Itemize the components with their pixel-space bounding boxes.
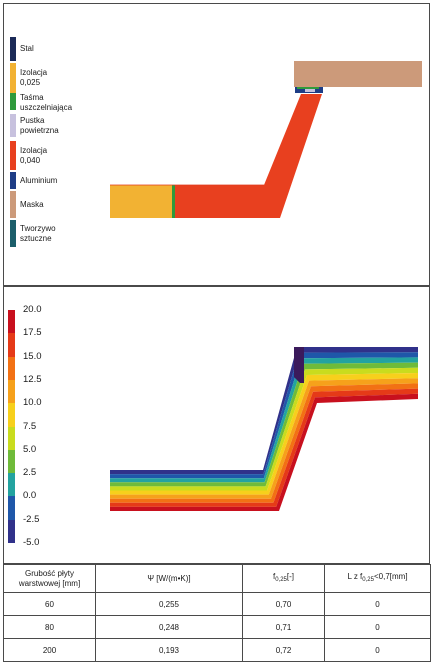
table-row: 80 0,248 0,71 0 — [3, 615, 431, 639]
legend-swatch — [10, 93, 16, 110]
cell-psi: 0,255 — [95, 592, 243, 616]
scale-color-cell — [8, 449, 15, 474]
scale-label: 5.0 — [23, 443, 37, 455]
legend-label: Aluminium — [20, 175, 58, 185]
legend-item: Izolacja 0,025 — [10, 63, 130, 93]
header-psi: Ψ [W/(m•K)] — [95, 564, 243, 593]
legend-swatch — [10, 63, 16, 93]
scale-color-cell — [8, 403, 15, 427]
mask-layer — [294, 61, 422, 87]
cell-f: 0,71 — [242, 615, 325, 639]
sealing-tape-vertical — [172, 185, 175, 218]
header-thickness: Grubość płyty warstwowej [mm] — [3, 564, 96, 593]
scale-color-cell — [8, 496, 15, 521]
legend-swatch — [10, 37, 16, 61]
isotherm-bands — [110, 347, 418, 511]
table-row: 60 0,255 0,70 0 — [3, 592, 431, 616]
scale-label: 15.0 — [23, 350, 42, 362]
scale-color-cell — [8, 379, 15, 404]
scale-color-cell — [8, 426, 15, 451]
scale-color-cell — [8, 473, 15, 497]
scale-label: 7.5 — [23, 420, 37, 432]
legend-item: Pustka powietrzna — [10, 114, 130, 137]
legend-item: Maska — [10, 191, 130, 218]
legend-item: Tworzywo sztuczne — [10, 220, 130, 247]
header-f025: f0,25[-] — [242, 564, 325, 593]
cell-f: 0,72 — [242, 638, 325, 662]
table-row: 200 0,193 0,72 0 — [3, 638, 431, 662]
legend-swatch — [10, 141, 16, 170]
scale-label: 12.5 — [23, 373, 42, 385]
legend-item: Taśma uszczelniająca — [10, 93, 130, 112]
scale-label: -2.5 — [23, 513, 40, 525]
cold-edge-band — [294, 347, 304, 383]
scale-label: 17.5 — [23, 327, 42, 339]
scale-label: 0.0 — [23, 490, 37, 502]
legend-swatch — [10, 220, 16, 247]
scale-label: 2.5 — [23, 467, 37, 479]
scale-color-cell — [8, 310, 15, 334]
cell-length: 0 — [324, 592, 431, 616]
cell-thickness: 200 — [3, 638, 96, 662]
insulation-0025 — [110, 185, 174, 218]
cell-f: 0,70 — [242, 592, 325, 616]
temperature-field — [110, 347, 418, 511]
legend-item: Stal — [10, 37, 130, 61]
header-length: L z f0,25<0,7[mm] — [324, 564, 431, 593]
sealing-tape — [297, 87, 319, 89]
legend-label: Izolacja 0,040 — [20, 145, 48, 165]
legend-item: Aluminium — [10, 172, 130, 189]
insulation-0040 — [175, 94, 322, 218]
material-layout-panel: Stal Izolacja 0,025 Taśma uszczelniająca Pu… — [3, 3, 430, 286]
scale-color-cell — [8, 333, 15, 358]
temperature-field-panel: 20.0 17.5 15.0 12.5 10.0 7.5 5.0 2.5 0.0 -2.5 -5.0 — [3, 286, 430, 564]
legend-swatch — [10, 172, 16, 189]
legend-label: Izolacja 0,025 — [20, 68, 48, 87]
material-cross-section — [110, 61, 422, 218]
table-header-row: Grubość płyty warstwowej [mm] Ψ [W/(m•K)… — [3, 564, 431, 593]
legend-label: Taśma uszczelniająca — [20, 93, 73, 112]
cell-length: 0 — [324, 615, 431, 639]
legend-label: Stal — [20, 44, 34, 53]
legend-label: Maska — [20, 199, 44, 209]
results-table: Grubość płyty warstwowej [mm] Ψ [W/(m•K)… — [3, 564, 431, 662]
legend-item: Izolacja 0,040 — [10, 141, 130, 170]
air-gap — [305, 89, 315, 92]
scale-label: -5.0 — [23, 537, 40, 548]
scale-label: 20.0 — [23, 304, 42, 315]
scale-label: 10.0 — [23, 397, 42, 409]
scale-color-cell — [8, 519, 15, 544]
cell-length: 0 — [324, 638, 431, 662]
cell-thickness: 80 — [3, 615, 96, 639]
legend-swatch — [10, 191, 16, 218]
scale-color-cell — [8, 356, 15, 381]
cell-psi: 0,193 — [95, 638, 243, 662]
legend-swatch — [10, 114, 16, 137]
legend-label: Tworzywo sztuczne — [20, 223, 56, 243]
legend-label: Pustka powietrzna — [20, 115, 59, 135]
cell-thickness: 60 — [3, 592, 96, 616]
cell-psi: 0,248 — [95, 615, 243, 639]
